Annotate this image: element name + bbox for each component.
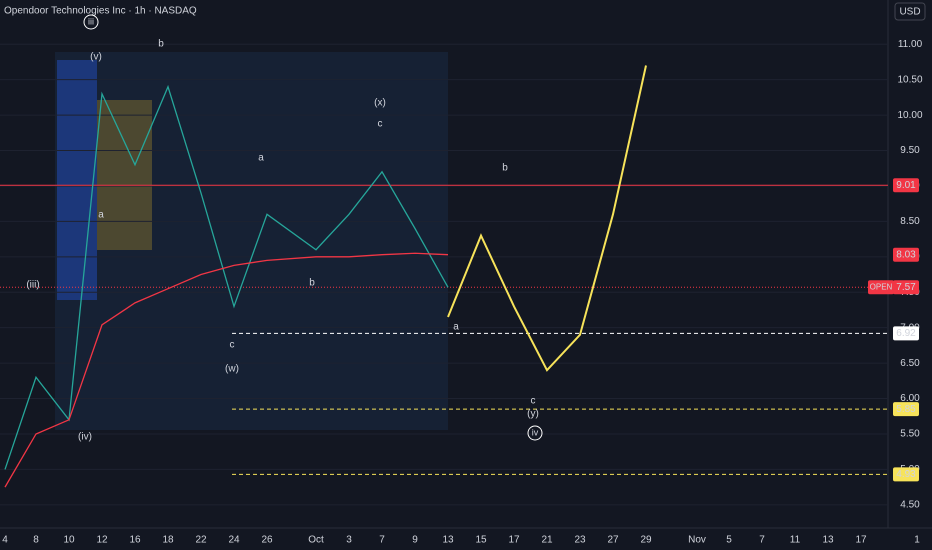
x-tick-label: 7: [759, 535, 765, 546]
price-tag: [893, 178, 919, 193]
wave-label: iv: [532, 427, 539, 437]
chart-title: Opendoor Technologies Inc · 1h · NASDAQ: [4, 6, 197, 17]
wave-label: c: [531, 396, 536, 407]
wave-label: (iv): [78, 432, 92, 443]
x-tick-label: 24: [228, 535, 240, 546]
x-tick-label: 21: [541, 535, 553, 546]
volume-profile-bars: [57, 60, 97, 300]
x-tick-label: 13: [442, 535, 454, 546]
x-tick-label: 17: [855, 535, 867, 546]
y-tick-label: 11.00: [898, 39, 923, 50]
x-tick-label: 9: [412, 535, 418, 546]
wave-circle: [83, 14, 99, 30]
x-tick-label: 23: [574, 535, 586, 546]
x-tick-label: 17: [508, 535, 520, 546]
currency-label[interactable]: USD: [899, 7, 920, 18]
series-line: [4, 84, 449, 470]
wave-circle: [527, 425, 543, 441]
y-tick-label: 10.50: [897, 74, 922, 85]
wave-label: (v): [90, 52, 102, 63]
wave-label: b: [309, 278, 315, 289]
price-tag-label: OPEN: [870, 282, 893, 291]
price-tag: [893, 467, 919, 482]
wave-label: a: [453, 322, 459, 333]
x-tick-label: 27: [607, 535, 619, 546]
y-tick-label: 10.00: [897, 110, 922, 121]
wave-label: (iii): [26, 280, 39, 291]
wave-label: b: [502, 163, 508, 174]
x-tick-label: 16: [129, 535, 141, 546]
price-tag: [893, 280, 919, 295]
x-tick-label: Nov: [688, 535, 706, 546]
x-tick-label: Oct: [308, 535, 324, 546]
x-tick-label: 3: [346, 535, 352, 546]
x-tick-label: 12: [96, 535, 108, 546]
x-tick-label: 5: [726, 535, 732, 546]
wave-label: c: [378, 119, 383, 130]
currency-button[interactable]: [894, 2, 926, 21]
wave-label: b: [158, 39, 164, 50]
x-tick-label: 1: [914, 535, 920, 546]
y-tick-label: 5.50: [900, 429, 920, 440]
y-tick-label: 6.50: [900, 358, 920, 369]
price-tag: [893, 402, 919, 417]
wave-label: (y): [527, 409, 539, 420]
price-tag-label: 6.92: [896, 328, 916, 339]
wave-label: (x): [374, 98, 386, 109]
wave-label: c: [230, 340, 235, 351]
price-tag-label: 4.93: [896, 469, 916, 480]
x-tick-label: 18: [162, 535, 174, 546]
y-tick-label: 9.50: [900, 145, 920, 156]
volume-profile-bars: [97, 100, 152, 250]
x-tick-label: 26: [261, 535, 273, 546]
x-tick-label: 22: [195, 535, 207, 546]
series-line: [4, 252, 449, 488]
wave-label: (w): [225, 364, 239, 375]
x-tick-label: 7: [379, 535, 385, 546]
wave-label: a: [98, 210, 104, 221]
price-tag: [893, 326, 919, 341]
x-tick-label: 15: [475, 535, 487, 546]
x-tick-label: 8: [33, 535, 39, 546]
price-tag: [893, 247, 919, 262]
y-tick-label: 6.00: [900, 393, 920, 404]
wave-label: a: [258, 153, 264, 164]
series-line: [447, 65, 647, 372]
x-tick-label: 4: [2, 535, 8, 546]
y-tick-label: 4.50: [900, 499, 920, 510]
x-tick-label: 29: [640, 535, 652, 546]
y-tick-label: 8.50: [900, 216, 920, 227]
wave-label: iii: [88, 16, 94, 26]
price-tag: [868, 280, 894, 295]
price-tag-label: 7.57: [896, 282, 916, 293]
price-tag-label: 8.03: [896, 249, 916, 260]
x-tick-label: 13: [822, 535, 834, 546]
price-tag-label: 9.01: [896, 180, 916, 191]
price-tag-label: 5.85: [896, 404, 916, 415]
x-tick-label: 11: [790, 535, 801, 546]
x-tick-label: 10: [63, 535, 75, 546]
